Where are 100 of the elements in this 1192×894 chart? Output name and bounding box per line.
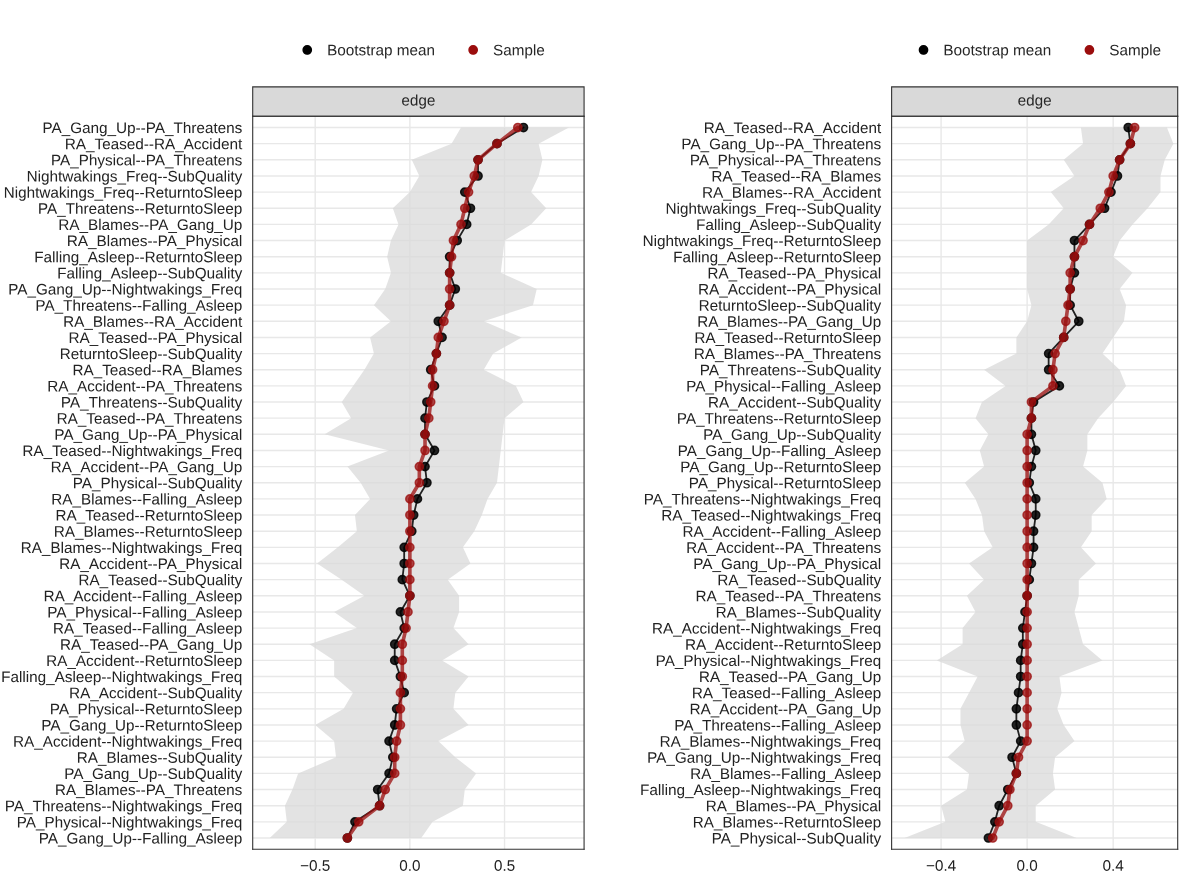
- chart-title: edge: [402, 94, 435, 109]
- y-tick-label: RA_Teased--Nightwakings_Freq: [23, 444, 242, 460]
- y-tick-label: PA_Physical--ReturntoSleep: [689, 477, 881, 492]
- y-tick-label: Falling_Asleep--SubQuality: [697, 218, 882, 234]
- y-tick-label: Nightwakings_Freq--ReturntoSleep: [4, 186, 242, 201]
- y-tick-label: PA_Gang_Up--ReturntoSleep: [681, 461, 881, 476]
- x-tick-label: −0.5: [300, 860, 330, 871]
- y-tick-label: RA_Accident--PA_Gang_Up: [690, 703, 881, 718]
- x-tick-label: 0.0: [1017, 860, 1038, 871]
- x-tick-label: 0.5: [494, 860, 515, 871]
- y-tick-label: PA_Gang_Up--PA_Physical: [694, 557, 881, 573]
- y-tick-label: Nightwakings_Freq--SubQuality: [666, 202, 882, 217]
- y-tick-label: PA_Gang_Up--Nightwakings_Freq: [648, 751, 881, 766]
- y-tick-label: RA_Accident--PA_Threatens: [687, 541, 881, 556]
- y-tick-label: RA_Teased--ReturntoSleep: [695, 331, 881, 347]
- y-tick-label: RA_Teased--Falling_Asleep: [693, 687, 881, 702]
- y-tick-label: RA_Teased--PA_Threatens: [57, 412, 242, 427]
- y-tick-label: RA_Teased--SubQuality: [79, 574, 243, 589]
- y-tick-label: RA_Accident--PA_Physical: [60, 557, 242, 573]
- y-tick-label: PA_Physical--SubQuality: [74, 477, 243, 492]
- y-tick-label: RA_Blames--PA_Physical: [68, 235, 242, 250]
- y-tick-label: RA_Accident--ReturntoSleep: [686, 638, 881, 653]
- y-tick-label: PA_Gang_Up--SubQuality: [65, 767, 243, 783]
- y-tick-label: PA_Threatens--SubQuality: [701, 364, 882, 379]
- y-tick-label: RA_Accident--Falling_Asleep: [44, 590, 242, 605]
- y-tick-label: PA_Threatens--Nightwakings_Freq: [6, 800, 242, 815]
- y-tick-label: PA_Threatens--Nightwakings_Freq: [644, 493, 881, 508]
- y-tick-label: RA_Blames--ReturntoSleep: [55, 525, 242, 540]
- y-tick-label: RA_Blames--Falling_Asleep: [691, 767, 881, 783]
- y-tick-label: PA_Gang_Up--PA_Physical: [55, 428, 242, 444]
- y-tick-label: RA_Teased--PA_Threatens: [696, 590, 881, 605]
- y-tick-label: RA_Teased--PA_Gang_Up: [700, 670, 881, 686]
- y-tick-label: Falling_Asleep--Nightwakings_Freq: [641, 784, 881, 799]
- legend-label: Sample: [1109, 44, 1161, 59]
- chart-title: edge: [1018, 94, 1051, 109]
- y-tick-label: RA_Accident--PA_Gang_Up: [51, 461, 242, 476]
- y-tick-label: RA_Accident--PA_Threatens: [48, 380, 242, 395]
- y-tick-label: PA_Threatens--ReturntoSleep: [39, 202, 242, 217]
- y-tick-label: PA_Gang_Up--SubQuality: [704, 428, 882, 444]
- y-tick-label: PA_Physical--SubQuality: [712, 832, 882, 847]
- y-tick-label: Nightwakings_Freq--SubQuality: [27, 170, 243, 185]
- y-tick-label: RA_Blames--SubQuality: [716, 606, 882, 621]
- y-tick-label: RA_Blames--ReturntoSleep: [693, 816, 881, 831]
- y-tick-label: RA_Teased--RA_Blames: [73, 364, 242, 379]
- y-tick-label: RA_Accident--Nightwakings_Freq: [14, 735, 242, 750]
- y-tick-label: RA_Teased--RA_Accident: [66, 138, 243, 153]
- y-tick-label: ReturntoSleep--SubQuality: [699, 299, 882, 314]
- y-tick-label: RA_Teased--SubQuality: [718, 574, 882, 589]
- legend-label: Bootstrap mean: [944, 44, 1051, 59]
- y-tick-label: RA_Blames--PA_Gang_Up: [698, 315, 881, 330]
- x-tick-label: −0.4: [926, 860, 956, 871]
- y-tick-label: RA_Blames--PA_Physical: [706, 800, 881, 815]
- y-tick-label: RA_Accident--SubQuality: [70, 687, 243, 702]
- y-tick-label: PA_Physical--Falling_Asleep: [48, 606, 242, 621]
- y-tick-label: RA_Blames--Nightwakings_Freq: [21, 541, 242, 557]
- y-tick-label: Falling_Asleep--ReturntoSleep: [35, 251, 242, 266]
- y-tick-label: PA_Gang_Up--PA_Threatens: [682, 138, 881, 153]
- y-tick-label: PA_Gang_Up--Nightwakings_Freq: [9, 283, 242, 298]
- y-tick-label: RA_Accident--PA_Physical: [699, 283, 881, 298]
- y-tick-label: PA_Gang_Up--Falling_Asleep: [40, 832, 242, 847]
- y-tick-label: PA_Physical--PA_Threatens: [52, 154, 242, 169]
- y-tick-label: RA_Accident--Nightwakings_Freq: [653, 622, 881, 637]
- y-tick-label: RA_Accident--Falling_Asleep: [683, 525, 881, 540]
- y-tick-label: RA_Blames--RA_Accident: [64, 315, 243, 330]
- y-tick-label: RA_Blames--SubQuality: [77, 751, 243, 766]
- y-tick-label: RA_Accident--ReturntoSleep: [47, 654, 242, 670]
- y-tick-label: PA_Physical--Nightwakings_Freq: [656, 654, 881, 670]
- y-tick-label: PA_Physical--PA_Threatens: [691, 154, 881, 169]
- y-tick-label: Nightwakings_Freq--ReturntoSleep: [643, 235, 881, 250]
- y-tick-label: PA_Threatens--SubQuality: [62, 396, 243, 411]
- y-tick-label: Falling_Asleep--SubQuality: [58, 267, 243, 282]
- y-tick-label: RA_Teased--PA_Gang_Up: [61, 638, 242, 653]
- y-tick-label: RA_Teased--ReturntoSleep: [56, 509, 242, 524]
- y-tick-label: PA_Threatens--Falling_Asleep: [36, 299, 242, 314]
- legend-label: Sample: [493, 44, 545, 59]
- y-tick-label: RA_Teased--RA_Blames: [712, 170, 881, 185]
- y-tick-label: RA_Teased--PA_Physical: [708, 267, 881, 282]
- legend-label: Bootstrap mean: [328, 44, 434, 59]
- y-tick-label: RA_Blames--PA_Threatens: [695, 348, 881, 363]
- y-tick-label: PA_Physical--Falling_Asleep: [687, 380, 881, 395]
- y-tick-label: RA_Accident--SubQuality: [709, 396, 882, 411]
- y-tick-label: RA_Blames--PA_Gang_Up: [59, 218, 242, 234]
- y-tick-label: PA_Physical--Nightwakings_Freq: [17, 816, 242, 831]
- y-tick-label: RA_Blames--Falling_Asleep: [52, 493, 242, 508]
- y-tick-label: Falling_Asleep--ReturntoSleep: [674, 251, 881, 266]
- y-tick-label: PA_Physical--ReturntoSleep: [51, 703, 242, 718]
- y-tick-label: RA_Teased--RA_Accident: [704, 121, 882, 137]
- y-tick-label: PA_Gang_Up--Falling_Asleep: [678, 444, 881, 460]
- y-tick-label: ReturntoSleep--SubQuality: [60, 348, 243, 363]
- y-tick-label: RA_Blames--RA_Accident: [703, 186, 882, 201]
- y-tick-label: PA_Gang_Up--ReturntoSleep: [42, 719, 242, 734]
- y-tick-label: RA_Teased--Nightwakings_Freq: [662, 509, 881, 524]
- y-tick-label: PA_Gang_Up--PA_Threatens: [43, 121, 242, 137]
- x-tick-label: 0.0: [399, 860, 420, 871]
- y-tick-label: Falling_Asleep--Nightwakings_Freq: [2, 670, 242, 686]
- y-tick-label: PA_Threatens--ReturntoSleep: [678, 412, 881, 427]
- y-tick-label: RA_Blames--Nightwakings_Freq: [660, 735, 881, 750]
- y-tick-label: RA_Teased--Falling_Asleep: [54, 622, 242, 637]
- y-tick-label: RA_Blames--PA_Threatens: [56, 784, 242, 799]
- y-tick-label: RA_Teased--PA_Physical: [69, 331, 242, 347]
